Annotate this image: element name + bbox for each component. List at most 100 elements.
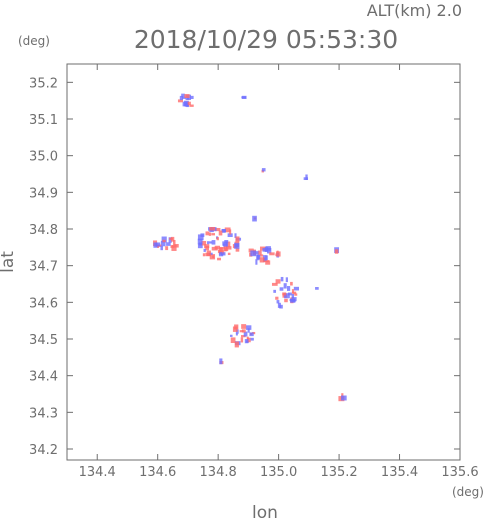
- x-tick-label: 134.8: [200, 465, 237, 480]
- y-tick-label: 35.0: [29, 150, 58, 165]
- x-tick-label: 135.2: [320, 465, 357, 480]
- data-point: [305, 174, 308, 180]
- data-point: [184, 103, 188, 107]
- data-point: [212, 255, 215, 258]
- data-point: [223, 245, 227, 252]
- data-point: [219, 247, 223, 254]
- data-point: [246, 325, 252, 330]
- data-point: [201, 240, 207, 246]
- data-point: [224, 227, 231, 233]
- data-point: [277, 302, 281, 308]
- y-tick-label: 34.8: [29, 223, 58, 238]
- data-point: [294, 293, 298, 296]
- data-point: [239, 330, 244, 333]
- data-point: [217, 249, 221, 253]
- data-point: [286, 286, 291, 291]
- y-tick-label: 34.5: [29, 333, 58, 348]
- x-tick-label: 135.0: [260, 465, 297, 480]
- x-tick-label: 134.4: [79, 465, 116, 480]
- data-point: [249, 332, 254, 337]
- y-tick-label: 34.3: [29, 406, 58, 421]
- y-tick-label: 34.7: [29, 260, 58, 275]
- y-tick-label: 34.6: [29, 296, 58, 311]
- data-point: [289, 299, 296, 302]
- x-tick-label: 135.6: [441, 465, 478, 480]
- data-point: [259, 254, 264, 257]
- data-point: [209, 241, 213, 244]
- data-point: [219, 358, 223, 365]
- data-point: [203, 248, 206, 252]
- data-point: [174, 243, 179, 248]
- data-point: [229, 334, 233, 337]
- data-point: [189, 104, 194, 107]
- data-point: [256, 254, 260, 261]
- data-point: [206, 250, 211, 257]
- plot-frame: [66, 63, 461, 461]
- y-axis: 34.2 34.3 34.4 34.5 34.6 34.7 34.8 34.9 35.0 35.1…: [29, 76, 460, 458]
- data-point: [219, 252, 223, 255]
- data-point: [275, 279, 281, 284]
- data-point: [265, 246, 271, 251]
- data-point: [171, 244, 177, 251]
- data-point: [285, 277, 288, 283]
- y-tick-label: 35.2: [29, 76, 58, 91]
- data-point: [184, 94, 190, 98]
- data-point: [235, 248, 240, 252]
- data-point: [271, 282, 278, 286]
- data-point: [162, 239, 166, 243]
- data-point: [171, 236, 175, 242]
- data-point: [262, 248, 267, 252]
- data-point: [315, 287, 319, 290]
- data-point: [273, 289, 277, 293]
- data-point: [186, 96, 189, 100]
- data-point: [225, 246, 232, 250]
- data-point: [181, 93, 185, 98]
- data-point: [291, 289, 295, 294]
- data-point: [165, 246, 169, 251]
- data-point: [284, 298, 288, 303]
- data-point: [160, 240, 166, 247]
- chart-title: 2018/10/29 05:53:30: [134, 25, 398, 54]
- data-point: [208, 232, 212, 236]
- data-point: [282, 292, 287, 296]
- data-point: [215, 227, 221, 232]
- data-point: [197, 234, 204, 241]
- data-point: [240, 337, 244, 343]
- data-point: [160, 245, 163, 251]
- x-tick-label: 134.6: [139, 465, 176, 480]
- data-point: [275, 251, 281, 257]
- data-point: [230, 337, 236, 344]
- x-tick-label: 135.4: [381, 465, 418, 480]
- data-point: [229, 229, 232, 235]
- data-point: [211, 233, 216, 236]
- data-point: [279, 287, 284, 291]
- data-point: [209, 226, 216, 231]
- data-point: [216, 237, 219, 241]
- data-point: [334, 249, 339, 254]
- data-point: [341, 395, 347, 401]
- y-axis-label: lat: [0, 251, 18, 273]
- x-axis: 134.4 134.6 134.8 135.0 135.2 135.4 135.6: [79, 64, 479, 480]
- data-point: [257, 250, 262, 255]
- data-point: [170, 245, 175, 248]
- data-point: [173, 239, 176, 246]
- data-point: [241, 329, 246, 333]
- y-tick-label: 34.4: [29, 370, 58, 385]
- data-point: [211, 240, 216, 245]
- data-point: [153, 242, 158, 248]
- data-point: [243, 331, 248, 337]
- data-point: [235, 333, 238, 336]
- data-point: [244, 339, 249, 344]
- data-point: [266, 247, 272, 254]
- data-point: [290, 281, 293, 286]
- data-point: [235, 243, 239, 247]
- data-points: [153, 93, 347, 402]
- y-tick-label: 34.2: [29, 443, 58, 458]
- data-point: [202, 253, 206, 257]
- data-point: [197, 243, 203, 249]
- data-point: [207, 241, 210, 245]
- data-point: [234, 341, 239, 348]
- data-point: [177, 99, 183, 103]
- data-point: [255, 259, 258, 265]
